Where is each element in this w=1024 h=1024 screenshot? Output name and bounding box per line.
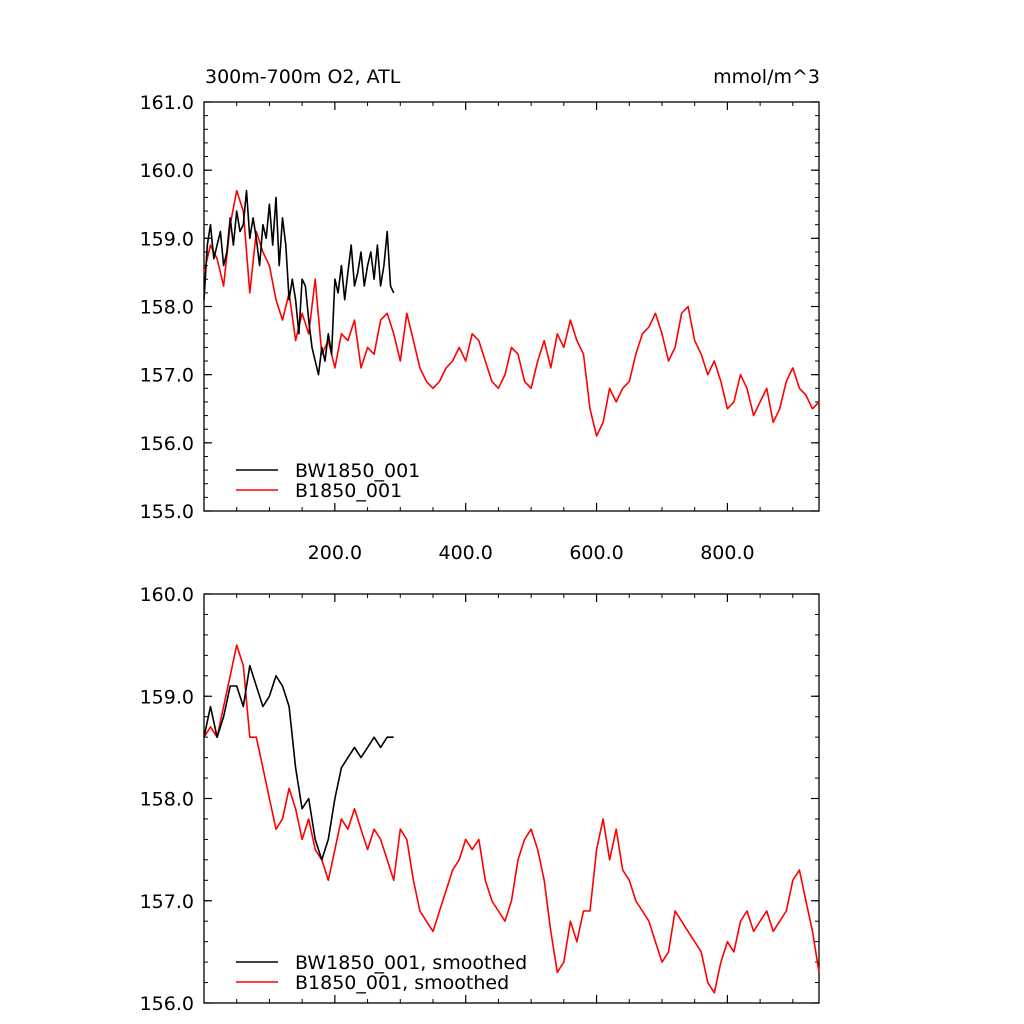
legend-label: B1850_001, smoothed [295,972,509,994]
top-panel-units: mmol/m^3 [713,66,820,88]
bottom-panel: 156.0 157.0 158.0 159.0 160.0 BW1850_001, sm… [140,584,820,1015]
top-panel-series [203,189,820,437]
y-tick-label: 157.0 [140,365,194,387]
series-line-red [203,189,820,437]
top-panel: 300m-700m O2, ATL mmol/m^3 155.0 156.0 157… [140,66,820,564]
series-line-red [203,644,820,994]
y-tick-label: 160.0 [140,160,194,182]
y-tick-label: 160.0 [140,584,194,606]
x-tick-label: 800.0 [700,542,754,564]
series-line-black [203,189,395,376]
x-tick-label: 400.0 [438,542,492,564]
y-tick-label: 159.0 [140,228,194,250]
top-panel-ticks: 155.0 156.0 157.0 158.0 159.0 160.0 161.0 200.0… [140,92,819,564]
y-tick-label: 156.0 [140,433,194,455]
y-tick-label: 161.0 [140,92,194,114]
top-panel-title: 300m-700m O2, ATL [205,66,401,88]
x-tick-label: 600.0 [569,542,623,564]
series-line-black [203,664,394,861]
legend-label: BW1850_001, smoothed [295,952,527,974]
y-tick-label: 157.0 [140,891,194,913]
y-tick-label: 156.0 [140,993,194,1015]
bottom-panel-series [203,644,820,994]
y-tick-label: 158.0 [140,789,194,811]
legend-label: BW1850_001 [295,460,420,482]
y-tick-label: 155.0 [140,501,194,523]
bottom-panel-ticks: 156.0 157.0 158.0 159.0 160.0 [140,584,819,1015]
y-tick-label: 158.0 [140,297,194,319]
y-tick-label: 159.0 [140,686,194,708]
legend-label: B1850_001 [295,480,402,502]
x-tick-label: 200.0 [308,542,362,564]
